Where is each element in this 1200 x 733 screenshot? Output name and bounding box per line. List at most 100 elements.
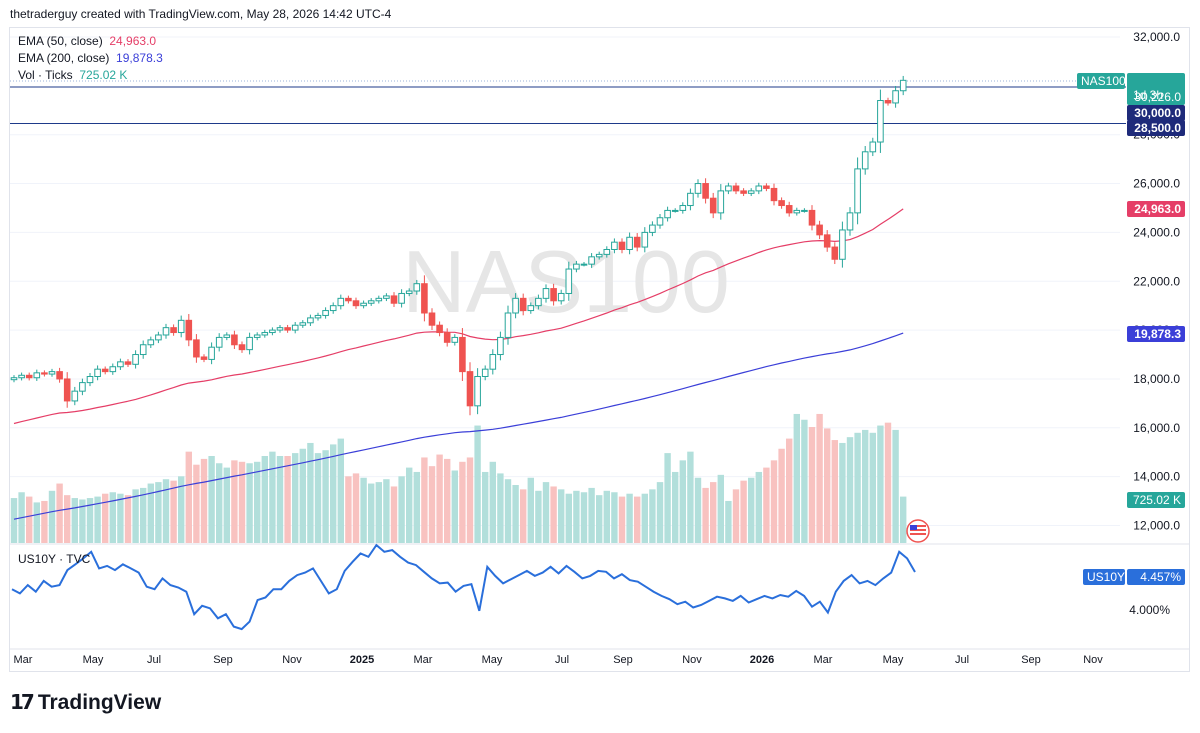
ema50-line [13,208,904,425]
volume-bar [732,489,740,543]
candle-up [314,314,322,319]
candle-up [223,334,231,338]
volume-bar [596,495,603,543]
volume-bar [710,482,717,543]
us10y-name-badge-bg [1083,569,1125,585]
candle-up [33,372,41,379]
price-badges: NAS100 30,226.01d 3h 30,000.028,500.0 24,96… [1077,73,1185,585]
volume-bar [618,496,626,543]
volume-bar [862,429,869,543]
volume-bar [550,486,557,543]
volume-bar [466,457,474,543]
volume-bar [109,492,116,543]
time-tick-label: Nov [1083,654,1103,666]
volume-bar [284,456,291,543]
volume-bar [656,482,664,543]
level-30000-badge-bg [1127,105,1185,121]
ema50-badge-bg [1127,201,1185,217]
chart-frame [9,27,1190,672]
volume-bar [831,440,838,543]
volume-bar [10,498,18,543]
candle-down [633,236,641,248]
volume-bar [793,413,800,543]
volume-bar [345,476,352,543]
level-28500-badge: 28,500.0 [1134,121,1181,135]
candle-up [215,336,223,348]
time-tick-label: May [883,654,904,666]
candle-up [269,329,276,334]
volume-bar [330,444,337,543]
candle-up [299,322,307,326]
time-tick-label: May [83,654,104,666]
volume-bar [292,453,299,543]
volume-bar [390,486,398,543]
price-levels [10,80,1126,124]
candle-up [755,185,763,192]
candle-up [747,190,755,194]
candle-up [71,390,79,402]
us-flag-icon [906,519,930,543]
ema200-badge-bg [1127,326,1185,342]
candle-up [542,288,550,299]
volume-bar [846,437,854,543]
volume-bar [474,425,481,543]
candle-up [565,268,573,294]
time-tick-label: May [482,654,503,666]
candle-up [489,354,497,370]
tradingview-logo[interactable]: 𝟭𝟳 TradingView [10,690,161,715]
candle-down [436,324,443,334]
time-tick-label: 2026 [750,654,774,666]
volume-bar [436,454,443,543]
candle-up [375,297,383,302]
candle-up [481,368,489,378]
us10y-legend[interactable]: US10Y · TVC [18,551,90,568]
volume-legend[interactable]: Vol · Ticks 725.02 K [18,67,163,84]
candle-down [428,312,436,326]
candle-up [854,168,861,214]
candle-up [694,183,702,194]
candle-up [793,209,801,214]
candle-down [421,283,428,314]
candle-up [671,209,679,212]
volume-bar [770,460,778,543]
volume-bar [269,451,276,543]
candlestick-series [10,75,907,416]
ema200-legend[interactable]: EMA (200, close) 19,878.3 [18,50,163,67]
candle-up [337,297,345,307]
candle-down [238,344,246,351]
last-price-badge: 30,226.0 [1134,90,1181,104]
volume-bar [824,428,831,543]
candle-up [139,344,147,356]
candle-down [284,327,291,331]
candle-up [892,90,899,104]
candle-up [626,236,633,250]
candle-up [94,368,101,378]
volume-bar [778,448,785,543]
chart-header: thetraderguy created with TradingView.co… [10,7,392,21]
volume-bar [337,438,344,543]
volume-bar [117,493,124,543]
volume-bar [33,502,40,543]
last-price-badge-bg [1127,73,1185,105]
candle-up [360,302,367,307]
candle-up [497,336,504,356]
candle-up [687,192,694,207]
candle-up [580,263,588,266]
volume-bar [558,489,565,543]
candle-up [656,217,664,226]
volume-bar [56,483,63,543]
volume-bar [276,456,284,543]
us10y-line [11,543,916,631]
candle-down [732,185,740,192]
ema50-value: 24,963.0 [109,34,157,48]
candle-up [512,297,519,314]
candle-down [778,200,785,207]
volume-bar [877,425,884,543]
ema50-legend[interactable]: EMA (50, close) 24,963.0 [18,33,163,50]
candle-down [466,371,474,407]
candle-up [109,366,117,373]
volume-bar [231,460,238,543]
time-tick-label: Mar [14,654,33,666]
candle-down [63,378,71,402]
